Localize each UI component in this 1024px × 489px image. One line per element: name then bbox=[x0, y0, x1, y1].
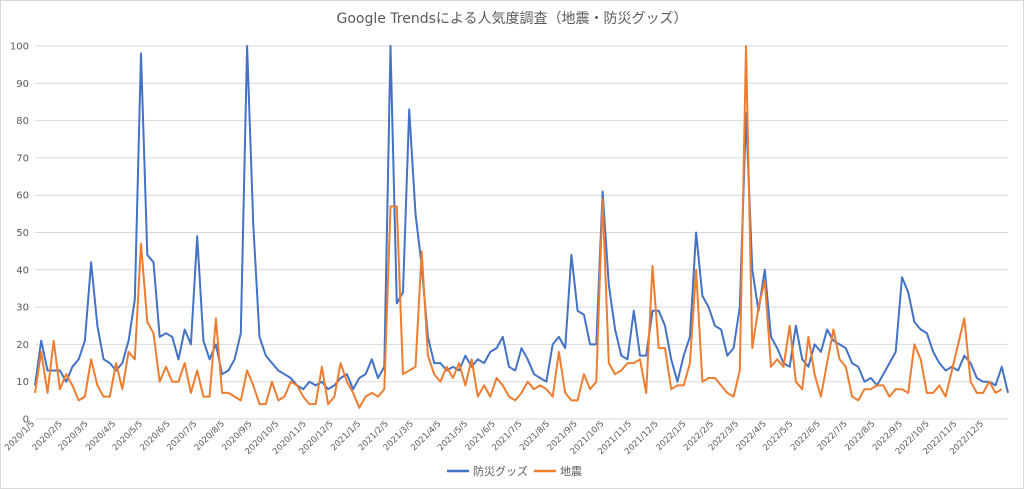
y-tick-label: 90 bbox=[16, 79, 29, 90]
chart-title: Google Trendsによる人気度調査（地震・防災グッズ） bbox=[336, 11, 688, 27]
legend-label-jishin: 地震 bbox=[560, 465, 582, 478]
y-tick-label: 10 bbox=[16, 377, 29, 388]
y-tick-label: 40 bbox=[16, 265, 29, 276]
series-line-0 bbox=[34, 45, 1009, 394]
legend: 防災グッズ 地震 bbox=[447, 464, 582, 478]
y-tick-label: 30 bbox=[16, 303, 29, 314]
y-tick-label: 50 bbox=[16, 228, 29, 239]
gridlines bbox=[35, 45, 1008, 420]
legend-label-bosai-goods: 防災グッズ bbox=[473, 464, 528, 478]
x-axis-ticks: 2020/1/52020/2/52020/3/52020/4/52020/5/5… bbox=[3, 419, 986, 457]
y-tick-label: 0 bbox=[23, 415, 29, 426]
series-lines bbox=[34, 45, 1009, 409]
y-tick-label: 80 bbox=[16, 116, 29, 127]
y-tick-label: 20 bbox=[16, 340, 29, 351]
y-tick-label: 70 bbox=[16, 153, 29, 164]
y-tick-label: 100 bbox=[10, 42, 29, 53]
y-axis-ticks: 0 10 20 30 40 50 60 70 80 90 100 bbox=[10, 42, 29, 426]
series-line-1 bbox=[34, 45, 1003, 409]
y-tick-label: 60 bbox=[16, 191, 29, 202]
